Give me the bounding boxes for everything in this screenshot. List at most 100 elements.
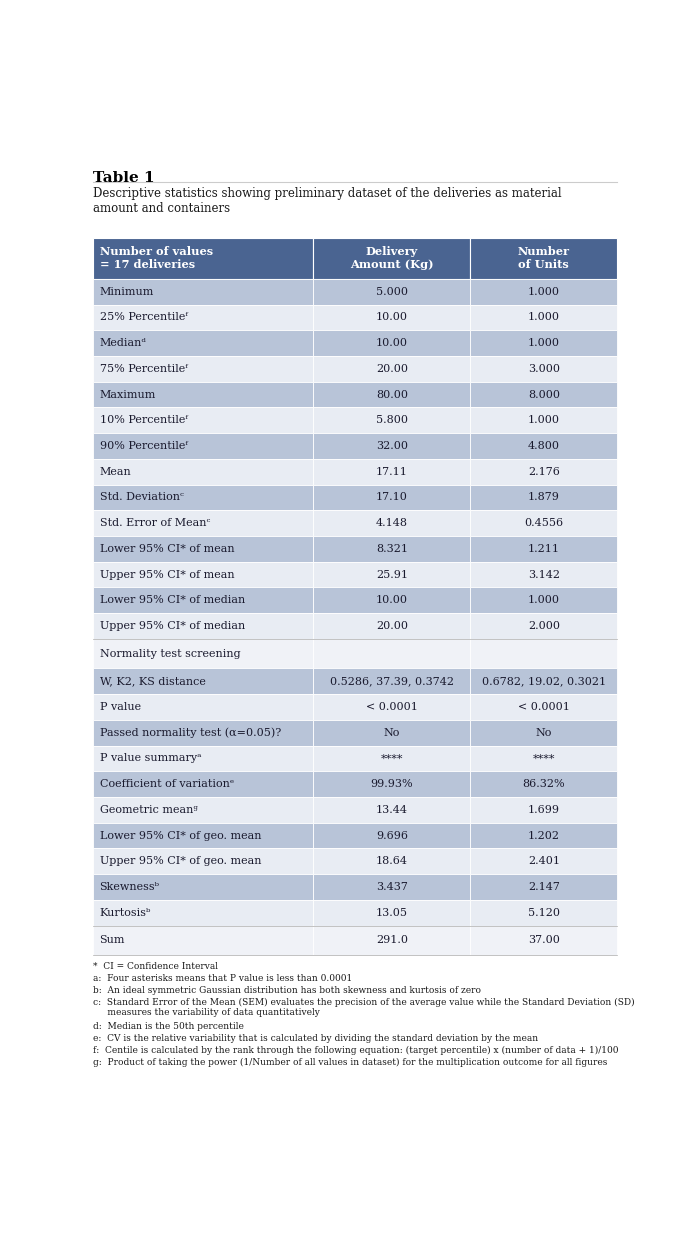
Text: Upper 95% CI* of geo. mean: Upper 95% CI* of geo. mean bbox=[100, 856, 261, 866]
Bar bbox=[471, 434, 617, 459]
Text: Skewnessᵇ: Skewnessᵇ bbox=[100, 882, 159, 892]
Bar bbox=[471, 694, 617, 720]
Text: Coefficient of variationᵉ: Coefficient of variationᵉ bbox=[100, 779, 234, 789]
Text: 17.10: 17.10 bbox=[376, 492, 407, 502]
Text: 0.5286, 37.39, 0.3742: 0.5286, 37.39, 0.3742 bbox=[330, 677, 454, 687]
Text: Number
of Units: Number of Units bbox=[518, 247, 570, 270]
Bar bbox=[471, 459, 617, 485]
Text: 4.148: 4.148 bbox=[376, 518, 408, 528]
Text: 8.000: 8.000 bbox=[528, 390, 560, 400]
Bar bbox=[93, 613, 313, 639]
Text: ****: **** bbox=[380, 754, 403, 764]
Text: f:  Centile is calculated by the rank through the following equation: (target pe: f: Centile is calculated by the rank thr… bbox=[93, 1045, 619, 1055]
Bar bbox=[471, 485, 617, 511]
Bar bbox=[93, 900, 313, 926]
Bar bbox=[471, 381, 617, 407]
Bar bbox=[471, 407, 617, 434]
Text: P value summaryᵃ: P value summaryᵃ bbox=[100, 754, 201, 764]
Bar bbox=[313, 875, 471, 900]
Bar bbox=[93, 330, 313, 356]
Text: No: No bbox=[536, 728, 552, 738]
Text: 37.00: 37.00 bbox=[528, 936, 560, 946]
Text: a:  Four asterisks means that P value is less than 0.0001: a: Four asterisks means that P value is … bbox=[93, 974, 352, 983]
Bar bbox=[471, 745, 617, 771]
Text: 1.000: 1.000 bbox=[528, 287, 560, 297]
Bar bbox=[471, 797, 617, 822]
Text: 5.800: 5.800 bbox=[376, 415, 408, 425]
Bar bbox=[313, 694, 471, 720]
Bar bbox=[313, 562, 471, 587]
Text: < 0.0001: < 0.0001 bbox=[518, 701, 570, 711]
Text: 10% Percentileᶠ: 10% Percentileᶠ bbox=[100, 415, 187, 425]
Text: W, K2, KS distance: W, K2, KS distance bbox=[100, 677, 205, 687]
Text: 5.000: 5.000 bbox=[376, 287, 408, 297]
Text: 2.401: 2.401 bbox=[528, 856, 560, 866]
Bar bbox=[313, 356, 471, 381]
Text: 8.321: 8.321 bbox=[376, 545, 408, 554]
Text: 10.00: 10.00 bbox=[376, 313, 408, 323]
Bar bbox=[471, 668, 617, 694]
Text: Std. Deviationᶜ: Std. Deviationᶜ bbox=[100, 492, 184, 502]
Bar bbox=[313, 485, 471, 511]
Text: No: No bbox=[384, 728, 400, 738]
Bar bbox=[93, 926, 313, 956]
Text: 1.699: 1.699 bbox=[528, 805, 560, 815]
Bar bbox=[93, 720, 313, 745]
Bar bbox=[313, 745, 471, 771]
Text: d:  Median is the 50th percentile: d: Median is the 50th percentile bbox=[93, 1022, 244, 1030]
Text: 13.05: 13.05 bbox=[376, 908, 408, 918]
Text: Normality test screening: Normality test screening bbox=[100, 649, 240, 659]
Bar bbox=[471, 587, 617, 613]
Text: Medianᵈ: Medianᵈ bbox=[100, 338, 146, 348]
Text: 3.437: 3.437 bbox=[376, 882, 407, 892]
Bar bbox=[93, 771, 313, 797]
Text: 32.00: 32.00 bbox=[376, 441, 408, 451]
Bar bbox=[313, 238, 471, 279]
Bar bbox=[93, 562, 313, 587]
Text: Descriptive statistics showing preliminary dataset of the deliveries as material: Descriptive statistics showing prelimina… bbox=[93, 187, 562, 216]
Bar bbox=[93, 511, 313, 536]
Text: 3.142: 3.142 bbox=[528, 569, 560, 579]
Bar bbox=[93, 279, 313, 304]
Text: Mean: Mean bbox=[100, 467, 131, 477]
Text: Lower 95% CI* of median: Lower 95% CI* of median bbox=[100, 596, 245, 606]
Text: 1.000: 1.000 bbox=[528, 338, 560, 348]
Text: 10.00: 10.00 bbox=[376, 338, 408, 348]
Bar bbox=[313, 279, 471, 304]
Text: Maximum: Maximum bbox=[100, 390, 156, 400]
Bar bbox=[313, 849, 471, 875]
Bar bbox=[471, 330, 617, 356]
Bar bbox=[93, 849, 313, 875]
Bar bbox=[313, 459, 471, 485]
Bar bbox=[93, 797, 313, 822]
Text: *  CI = Confidence Interval: * CI = Confidence Interval bbox=[93, 962, 218, 971]
Text: 99.93%: 99.93% bbox=[371, 779, 413, 789]
Bar bbox=[471, 562, 617, 587]
Bar bbox=[313, 381, 471, 407]
Text: 291.0: 291.0 bbox=[376, 936, 408, 946]
Text: 2.000: 2.000 bbox=[528, 621, 560, 630]
Text: Upper 95% CI* of median: Upper 95% CI* of median bbox=[100, 621, 245, 630]
Text: 25% Percentileᶠ: 25% Percentileᶠ bbox=[100, 313, 187, 323]
Text: Std. Error of Meanᶜ: Std. Error of Meanᶜ bbox=[100, 518, 210, 528]
Text: 1.202: 1.202 bbox=[528, 831, 560, 841]
Bar bbox=[93, 304, 313, 330]
Bar bbox=[471, 613, 617, 639]
Text: Delivery
Amount (Kg): Delivery Amount (Kg) bbox=[350, 247, 434, 270]
Bar bbox=[313, 613, 471, 639]
Bar bbox=[471, 900, 617, 926]
Text: e:  CV is the relative variability that is calculated by dividing the standard d: e: CV is the relative variability that i… bbox=[93, 1034, 538, 1043]
Text: 80.00: 80.00 bbox=[376, 390, 408, 400]
Bar bbox=[471, 822, 617, 849]
Text: 13.44: 13.44 bbox=[376, 805, 408, 815]
Bar bbox=[471, 238, 617, 279]
Text: 3.000: 3.000 bbox=[528, 364, 560, 374]
Bar bbox=[93, 587, 313, 613]
Text: Geometric meanᵍ: Geometric meanᵍ bbox=[100, 805, 198, 815]
Bar bbox=[313, 668, 471, 694]
Bar bbox=[313, 330, 471, 356]
Text: 75% Percentileᶠ: 75% Percentileᶠ bbox=[100, 364, 187, 374]
Text: 0.6782, 19.02, 0.3021: 0.6782, 19.02, 0.3021 bbox=[482, 677, 606, 687]
Text: 2.147: 2.147 bbox=[528, 882, 560, 892]
Bar bbox=[471, 875, 617, 900]
